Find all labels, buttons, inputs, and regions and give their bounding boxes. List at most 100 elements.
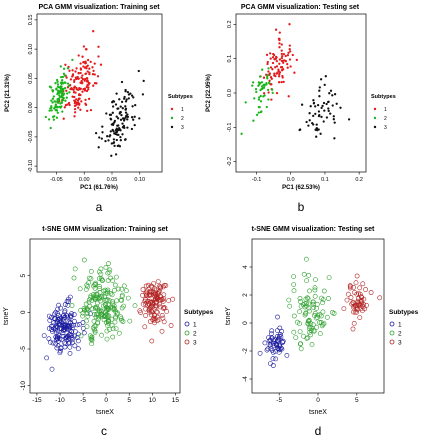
panel-a-point-subtype-1: [73, 79, 76, 82]
panel-a-legend-marker-2: [170, 116, 174, 120]
panel-b-point-subtype-2: [262, 86, 266, 89]
panel-a-point-subtype-2: [50, 99, 53, 102]
panel-c-point-subtype-2: [125, 295, 131, 301]
panel-d-point-subtype-2: [303, 256, 309, 262]
panel-d-point-subtype-2: [314, 301, 320, 307]
panel-c-point-subtype-2: [106, 269, 112, 275]
panel-a-point-subtype-2: [62, 72, 66, 75]
panel-b-point-subtype-3: [322, 101, 326, 105]
panel-c-point-subtype-2: [103, 264, 109, 270]
panel-d-point-subtype-1: [265, 346, 271, 352]
panel-a-point-subtype-2: [57, 86, 61, 89]
panel-b-y-label: PC2 (22.95%): [206, 74, 212, 112]
panel-a-points: [44, 30, 145, 157]
panel-b-point-subtype-1: [286, 66, 289, 69]
panel-c-point-subtype-1: [55, 343, 61, 349]
panel-c-point-subtype-3: [149, 283, 154, 289]
panel-a-point-subtype-2: [68, 91, 71, 94]
panel-c-point-subtype-2: [71, 275, 77, 281]
panel-d-x-label: tsneX: [309, 409, 327, 416]
panel-c-point-subtype-2: [99, 332, 104, 338]
panel-a-point-subtype-1: [68, 69, 71, 72]
panel-c-point-subtype-1: [56, 321, 61, 327]
panel-c-point-subtype-2: [116, 286, 121, 292]
panel-c-point-subtype-1: [46, 336, 52, 342]
panel-b-y-ticks: -0.2 -0.1 0.0 0.1 0.2: [227, 20, 236, 166]
panel-c-x-tick-label: 15: [172, 397, 180, 404]
panel-a-point-subtype-1: [84, 102, 87, 105]
panel-d-point-subtype-3: [377, 295, 383, 301]
panel-b-point-subtype-2: [260, 81, 264, 84]
panel-c-point-subtype-3: [161, 319, 167, 325]
panel-c-point-subtype-3: [155, 279, 161, 284]
panel-a-point-subtype-3: [100, 137, 103, 140]
panel-d-y-ticks: -4 -2 0 2 4: [242, 265, 252, 382]
panel-c-point-subtype-2: [101, 317, 107, 323]
panel-c-point-subtype-2: [116, 330, 122, 336]
panel-c-point-subtype-2: [108, 275, 113, 281]
panel-b-x-label: PC1 (62.53%): [282, 185, 320, 191]
panel-c-point-subtype-2: [118, 314, 124, 320]
panel-b-legend-label-3: 3: [384, 125, 387, 131]
panel-b-point-subtype-1: [278, 31, 281, 34]
panel-a-point-subtype-3: [121, 122, 124, 125]
panel-d-point-subtype-3: [344, 297, 350, 303]
panel-c-point-subtype-2: [102, 314, 108, 319]
panel-c-point-subtype-1: [65, 314, 70, 320]
panel-c-point-subtype-2: [91, 283, 96, 289]
panel-b-point-subtype-1: [289, 65, 292, 68]
panel-b-point-subtype-3: [327, 109, 330, 113]
panel-a-point-subtype-3: [125, 98, 128, 101]
panel-a-point-subtype-2: [56, 89, 60, 92]
panel-b-point-subtype-3: [339, 106, 342, 109]
panel-c-point-subtype-1: [66, 299, 71, 304]
panel-c-legend-title: Subtypes: [184, 309, 214, 316]
panel-c-point-subtype-1: [61, 326, 67, 332]
panel-d-point-subtype-2: [312, 310, 318, 316]
panel-d-y-tick-label: 2: [242, 293, 249, 297]
panel-a-point-subtype-1: [87, 83, 90, 86]
panel-c-point-subtype-2: [121, 303, 126, 309]
panel-c-point-subtype-2: [84, 306, 89, 312]
panel-b-point-subtype-3: [307, 124, 310, 127]
panel-a-point-subtype-1: [82, 61, 85, 64]
panel-c-point-subtype-2: [97, 283, 102, 289]
panel-b-point-subtype-1: [293, 71, 296, 74]
panel-c-point-subtype-1: [44, 355, 49, 361]
panel-a-point-subtype-1: [75, 98, 78, 101]
panel-b-point-subtype-3: [335, 102, 338, 105]
panel-b-point-subtype-3: [328, 92, 331, 95]
panel-a-point-subtype-3: [112, 138, 116, 141]
panel-a-x-tick-label: 0.00: [79, 177, 90, 183]
panel-b-point-subtype-2: [267, 98, 270, 101]
panel-a-point-subtype-1: [73, 104, 77, 108]
panel-a-point-subtype-1: [73, 107, 77, 111]
panel-b-point-subtype-1: [266, 60, 269, 64]
panel-b-point-subtype-1: [275, 91, 279, 95]
panel-d-point-subtype-3: [350, 326, 356, 332]
panel-b-point-subtype-1: [267, 91, 270, 94]
panel-a-point-subtype-1: [78, 103, 81, 106]
panel-d-point-subtype-3: [348, 295, 354, 300]
panel-a-point-subtype-1: [85, 48, 88, 51]
panel-b-point-subtype-1: [286, 62, 289, 66]
panel-c-point-subtype-1: [52, 327, 58, 333]
panel-c-point-subtype-3: [160, 298, 166, 304]
panel-c-point-subtype-2: [89, 341, 95, 347]
panel-d-point-subtype-2: [326, 275, 332, 280]
panel-b-point-subtype-3: [316, 129, 319, 132]
panel-c-point-subtype-2: [113, 274, 119, 280]
panel-b-point-subtype-3: [319, 132, 322, 135]
panel-d-point-subtype-3: [357, 285, 363, 291]
panel-c-x-tick-label: -15: [32, 397, 42, 404]
panel-c-point-subtype-2: [89, 337, 95, 343]
panel-d-point-subtype-2: [297, 309, 302, 315]
panel-d-point-subtype-1: [275, 314, 280, 320]
panel-a-point-subtype-1: [65, 76, 68, 79]
panel-b-point-subtype-3: [315, 123, 318, 126]
panel-a-point-subtype-2: [59, 89, 63, 93]
panel-a-point-subtype-1: [81, 77, 85, 81]
panel-c-title: t-SNE GMM visualization: Training set: [42, 226, 168, 233]
panel-a-point-subtype-1: [82, 65, 85, 68]
